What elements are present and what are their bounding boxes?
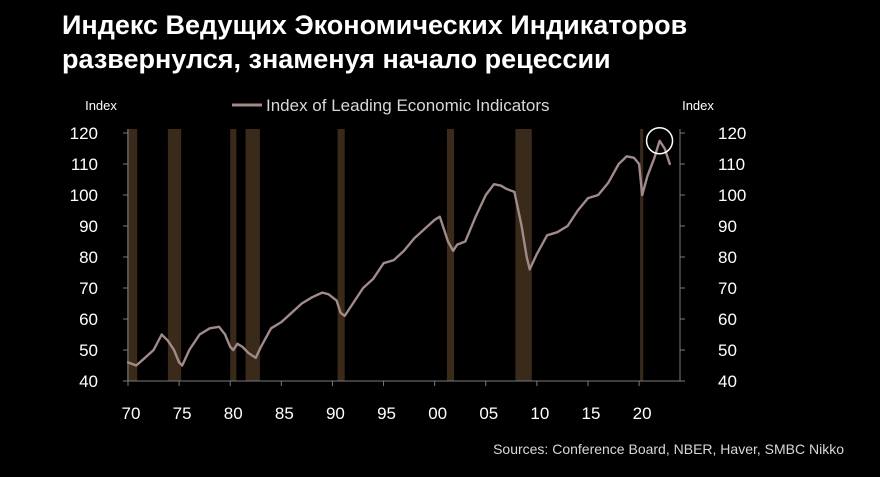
y-tick-label-right: 60 (718, 310, 737, 329)
y-tick-label-left: 110 (71, 155, 98, 174)
y-tick-label-right: 40 (718, 372, 737, 391)
y-tick-label-left: 40 (79, 372, 98, 391)
x-tick-label: 90 (326, 404, 345, 423)
recession-band (337, 129, 345, 381)
recession-band (167, 129, 182, 381)
y-tick-label-right: 70 (718, 279, 737, 298)
y-tick-label-left: 120 (70, 124, 98, 143)
x-tick-label: 80 (224, 404, 243, 423)
y-tick-label-right: 80 (718, 248, 737, 267)
recession-band (515, 129, 532, 381)
y-tick-label-left: 90 (79, 217, 98, 236)
recession-band (126, 129, 138, 381)
y-tick-label-left: 50 (79, 341, 98, 360)
y-tick-label-right: 110 (718, 155, 745, 174)
x-tick-label: 85 (275, 404, 294, 423)
series-layer (126, 127, 674, 367)
x-tick-label: 15 (582, 404, 601, 423)
x-tick-label: 20 (633, 404, 652, 423)
recession-band (640, 129, 644, 381)
x-tick-label: 75 (173, 404, 192, 423)
recession-bands (126, 129, 644, 381)
x-tick-label: 70 (122, 404, 141, 423)
y-axis-title-right: Index (682, 98, 714, 113)
source-note: Sources: Conference Board, NBER, Haver, … (493, 441, 844, 457)
y-tick-label-left: 100 (70, 186, 98, 205)
axes: 40 40 50 50 60 60 70 70 80 80 90 90 100 100 110 110 120 1… (70, 98, 747, 423)
y-tick-label-left: 80 (79, 248, 98, 267)
y-axis-title-left: Index (85, 98, 117, 113)
series-line (126, 139, 671, 367)
y-tick-label-left: 60 (79, 310, 98, 329)
recession-band (230, 129, 237, 381)
x-tick-label: 10 (530, 404, 549, 423)
y-tick-label-right: 50 (718, 341, 737, 360)
x-tick-label: 00 (428, 404, 447, 423)
legend: Index of Leading Economic Indicators (232, 96, 550, 115)
title-line-2: развернулся, знаменуя начало рецессии (62, 44, 611, 74)
highlight-circle (645, 127, 674, 155)
x-tick-label: 05 (479, 404, 498, 423)
recession-band (446, 129, 455, 381)
legend-label: Index of Leading Economic Indicators (266, 96, 550, 115)
chart-title: Индекс Ведущих Экономических Индикаторов… (62, 8, 872, 76)
y-tick-label-right: 90 (718, 217, 737, 236)
y-tick-label-left: 70 (79, 279, 98, 298)
y-tick-label-right: 120 (718, 124, 746, 143)
title-line-1: Индекс Ведущих Экономических Индикаторов (62, 10, 688, 40)
recession-band (245, 129, 260, 381)
x-tick-label: 95 (377, 404, 396, 423)
y-tick-label-right: 100 (718, 186, 746, 205)
